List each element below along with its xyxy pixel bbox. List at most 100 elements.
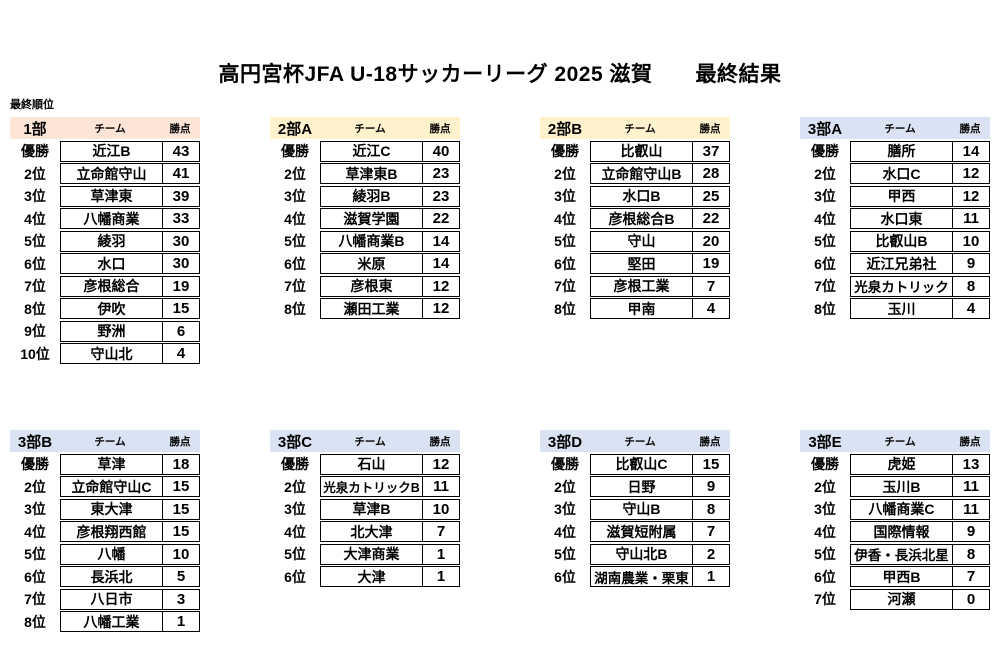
row-box: 大津商業 1 bbox=[320, 543, 460, 565]
rank-label: 優勝 bbox=[551, 143, 579, 159]
rank-label: 3位 bbox=[284, 501, 306, 517]
rank-label: 6位 bbox=[554, 568, 576, 585]
table-row: 優勝 草津 18 bbox=[10, 453, 200, 475]
points-value: 14 bbox=[422, 231, 459, 251]
points-column-header: 勝点 bbox=[429, 122, 451, 135]
table-row: 2位 立命館守山B 28 bbox=[540, 163, 730, 184]
row-box: 伊吹 15 bbox=[60, 298, 200, 319]
row-box: 草津東 39 bbox=[60, 185, 200, 207]
table-row: 3位 水口B 25 bbox=[540, 185, 730, 207]
team-name: 堅田 bbox=[627, 255, 656, 272]
row-box: 玉川 4 bbox=[850, 298, 990, 319]
table-body: 優勝 近江C 40 2位 草津東B 23 3位 綾羽B 23 4位 滋賀学園 bbox=[270, 140, 460, 319]
table-row: 6位 近江兄弟社 9 bbox=[800, 253, 990, 274]
team-name: 守山 bbox=[627, 233, 656, 249]
row-box: 草津 18 bbox=[60, 453, 200, 475]
rank-label: 優勝 bbox=[811, 143, 839, 159]
rank-label: 5位 bbox=[814, 233, 836, 249]
team-name: 立命館守山B bbox=[601, 165, 682, 182]
division-label: 3部B bbox=[17, 433, 53, 451]
table-row: 7位 彦根東 12 bbox=[270, 275, 460, 297]
table-row: 2位 立命館守山 41 bbox=[10, 163, 200, 184]
rank-label: 6位 bbox=[554, 255, 576, 272]
points-value: 11 bbox=[422, 477, 459, 496]
team-cell: 彦根総合 bbox=[61, 277, 162, 296]
table-body: 優勝 比叡山C 15 2位 日野 9 3位 守山B 8 4位 滋賀短附属 bbox=[540, 453, 730, 587]
table-row: 5位 守山 20 bbox=[540, 230, 730, 252]
team-name: 彦根総合B bbox=[608, 210, 675, 227]
rank-label: 4位 bbox=[24, 523, 46, 540]
league-table: 3部A チーム 勝点 優勝 膳所 14 2位 水口C 12 3位 甲西 12 bbox=[800, 117, 990, 319]
row-box: 河瀬 0 bbox=[850, 588, 990, 610]
team-cell: 滋賀学園 bbox=[321, 209, 422, 228]
team-cell: 湖南農業・栗東 bbox=[591, 567, 692, 586]
points-value: 33 bbox=[162, 209, 199, 228]
row-box: 立命館守山C 15 bbox=[60, 476, 200, 497]
team-cell: 草津B bbox=[321, 500, 422, 519]
rank-label: 4位 bbox=[554, 523, 576, 540]
rank-label: 6位 bbox=[24, 568, 46, 585]
points-column-header: 勝点 bbox=[959, 435, 981, 448]
row-box: 甲西B 7 bbox=[850, 566, 990, 587]
row-box: 守山北B 2 bbox=[590, 543, 730, 565]
table-row: 4位 八幡商業 33 bbox=[10, 208, 200, 229]
table-row: 8位 伊吹 15 bbox=[10, 298, 200, 319]
league-table: 2部A チーム 勝点 優勝 近江C 40 2位 草津東B 23 3位 綾羽B 2… bbox=[270, 117, 460, 319]
team-name: 立命館守山 bbox=[76, 165, 147, 182]
rank-label: 5位 bbox=[24, 233, 46, 249]
table-row: 5位 八幡商業B 14 bbox=[270, 230, 460, 252]
points-value: 23 bbox=[422, 164, 459, 183]
team-name: 虎姫 bbox=[887, 456, 916, 472]
table-row: 9位 野洲 6 bbox=[10, 320, 200, 342]
rank-label: 3位 bbox=[554, 501, 576, 517]
table-row: 4位 彦根総合B 22 bbox=[540, 208, 730, 229]
rank-label: 2位 bbox=[284, 478, 306, 495]
division-label: 2部B bbox=[547, 120, 583, 138]
rank-label: 3位 bbox=[814, 501, 836, 517]
points-value: 0 bbox=[952, 589, 989, 609]
points-value: 15 bbox=[162, 299, 199, 318]
rank-label: 4位 bbox=[24, 210, 46, 227]
team-cell: 綾羽B bbox=[321, 187, 422, 206]
team-name: 立命館守山C bbox=[71, 478, 152, 495]
table-header: 1部 チーム 勝点 bbox=[10, 117, 200, 139]
rank-label: 優勝 bbox=[281, 143, 309, 159]
points-value: 11 bbox=[952, 209, 989, 228]
division-label: 3部D bbox=[547, 433, 583, 451]
points-value: 1 bbox=[422, 544, 459, 564]
team-name: 八幡工業 bbox=[83, 613, 140, 630]
rank-label: 10位 bbox=[20, 345, 50, 362]
team-name: 甲西B bbox=[882, 568, 921, 585]
rank-label: 5位 bbox=[24, 546, 46, 562]
team-name: 彦根東 bbox=[350, 278, 393, 294]
points-value: 15 bbox=[692, 454, 729, 474]
team-name: 大津 bbox=[357, 568, 386, 585]
rank-label: 3位 bbox=[24, 501, 46, 517]
team-name: 彦根工業 bbox=[613, 278, 670, 294]
points-value: 18 bbox=[162, 454, 199, 474]
division-label: 1部 bbox=[23, 120, 47, 138]
rank-label: 優勝 bbox=[811, 456, 839, 472]
table-row: 2位 光泉カトリックB 11 bbox=[270, 476, 460, 497]
row-box: 草津B 10 bbox=[320, 498, 460, 520]
row-box: 綾羽B 23 bbox=[320, 185, 460, 207]
table-row: 優勝 石山 12 bbox=[270, 453, 460, 475]
team-cell: 国際情報 bbox=[851, 522, 952, 541]
points-value: 5 bbox=[162, 567, 199, 586]
league-table: 2部B チーム 勝点 優勝 比叡山 37 2位 立命館守山B 28 3位 水口B… bbox=[540, 117, 730, 319]
team-cell: 彦根東 bbox=[321, 277, 422, 296]
league-table: 3部E チーム 勝点 優勝 虎姫 13 2位 玉川B 11 3位 八幡商業C 1… bbox=[800, 430, 990, 610]
team-name: 比叡山B bbox=[875, 233, 928, 249]
team-cell: 玉川 bbox=[851, 299, 952, 318]
team-cell: 彦根総合B bbox=[591, 209, 692, 228]
table-row: 6位 米原 14 bbox=[270, 253, 460, 274]
row-box: 光泉カトリック 8 bbox=[850, 275, 990, 297]
rank-label: 2位 bbox=[554, 478, 576, 495]
points-value: 9 bbox=[952, 254, 989, 273]
points-value: 12 bbox=[422, 276, 459, 296]
table-row: 6位 甲西B 7 bbox=[800, 566, 990, 587]
row-box: 水口東 11 bbox=[850, 208, 990, 229]
rank-label: 2位 bbox=[284, 165, 306, 182]
team-cell: 近江B bbox=[61, 142, 162, 161]
row-box: 彦根東 12 bbox=[320, 275, 460, 297]
